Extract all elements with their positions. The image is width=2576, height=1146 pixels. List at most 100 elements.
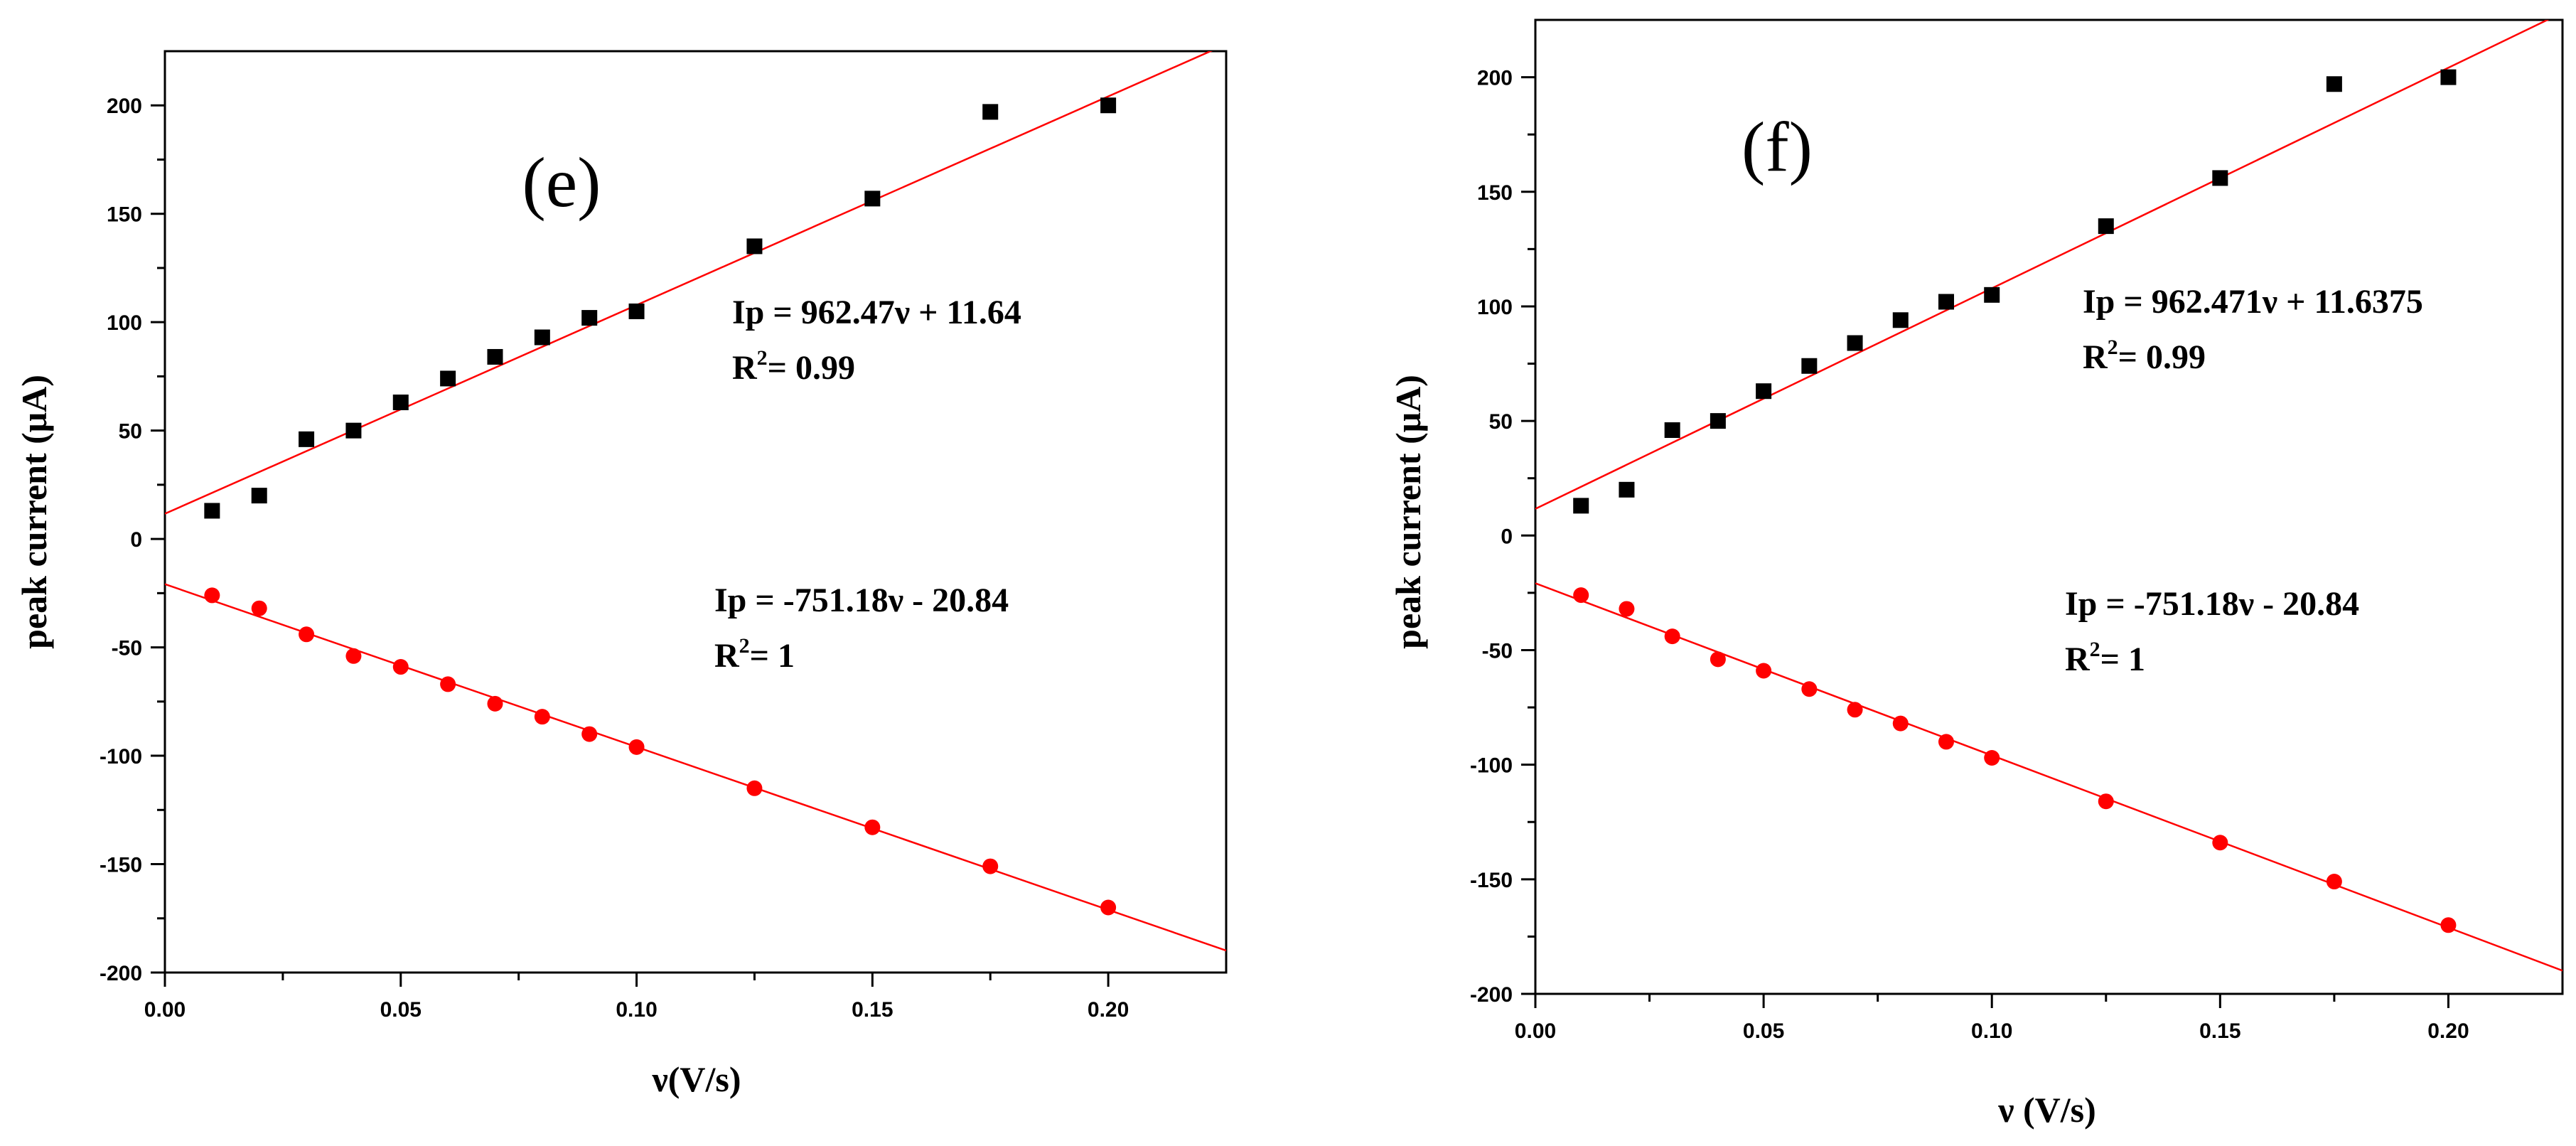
r2-value: = 0.99 — [768, 349, 855, 387]
y-tick-label: -50 — [1482, 639, 1513, 663]
cathodic-equation: Ip = -751.18ν - 20.84 — [714, 582, 1009, 619]
cathodic-point — [2326, 874, 2342, 890]
plot-frame — [163, 50, 1228, 974]
anodic-point — [581, 310, 598, 326]
anodic-point — [1710, 413, 1726, 429]
r2-superscript: 2 — [739, 634, 750, 658]
x-tick-label: 0.00 — [1515, 1019, 1556, 1043]
anodic-point — [487, 348, 503, 365]
anodic-r-squared: R2= 0.99 — [732, 346, 855, 387]
r2-superscript: 2 — [2090, 638, 2100, 661]
y-tick-label: 0 — [1501, 525, 1513, 548]
r2-superscript: 2 — [757, 346, 768, 370]
x-axis-label: ν(V/s) — [651, 1059, 741, 1099]
y-tick-label: 200 — [1477, 67, 1513, 90]
anodic-point — [982, 104, 999, 120]
cathodic-point — [864, 819, 881, 835]
cathodic-point — [1984, 749, 2000, 766]
x-tick-label: 0.05 — [1743, 1019, 1784, 1043]
anodic-point — [251, 488, 267, 504]
r2-superscript: 2 — [2108, 336, 2118, 359]
cathodic-point — [2440, 917, 2457, 933]
y-tick-label: -200 — [100, 962, 142, 985]
r2-prefix: R — [732, 349, 758, 387]
y-tick-label: -100 — [1470, 754, 1513, 778]
y-tick-label: 150 — [107, 203, 142, 227]
anodic-r-squared: R2= 0.99 — [2083, 336, 2206, 376]
anodic-point — [2326, 76, 2342, 92]
cathodic-point — [1619, 601, 1635, 617]
x-tick-label: 0.15 — [2199, 1019, 2240, 1043]
anodic-point — [1801, 358, 1818, 374]
y-tick-label: 0 — [130, 528, 142, 552]
r2-prefix: R — [2083, 338, 2108, 376]
y-tick-label: 150 — [1477, 181, 1513, 205]
cathodic-point — [1892, 715, 1909, 732]
y-tick-label: -150 — [100, 854, 142, 877]
y-tick-label: 50 — [119, 420, 142, 444]
y-tick-label: 200 — [107, 95, 142, 118]
anodic-fit-line — [1535, 20, 2550, 510]
x-tick-label: 0.05 — [380, 998, 422, 1022]
chart-panel-e: 0.00 0.05 0.10 0.15 0.20 -200 -150 -100 -50 0 50 10… — [14, 50, 1228, 1099]
y-tick-label: -50 — [112, 637, 142, 660]
cathodic-point — [204, 587, 220, 604]
y-axis-label: peak current (μA) — [14, 375, 54, 649]
anodic-point — [2098, 218, 2114, 235]
anodic-point — [1756, 383, 1772, 400]
anodic-point — [746, 238, 763, 255]
anodic-point — [864, 191, 881, 207]
anodic-point — [1573, 498, 1589, 514]
cathodic-fit-line — [1535, 582, 2562, 972]
panel-label: (e) — [522, 143, 601, 222]
anodic-equation: Ip = 962.47ν + 11.64 — [732, 294, 1021, 331]
y-tick-label: 50 — [1489, 410, 1513, 434]
cathodic-r-squared: R2= 1 — [714, 634, 795, 675]
x-tick-label: 0.15 — [852, 998, 893, 1022]
panel-label: (f) — [1742, 107, 1813, 186]
r2-prefix: R — [2065, 641, 2091, 678]
r2-value: = 0.99 — [2118, 338, 2206, 376]
cathodic-equation: Ip = -751.18ν - 20.84 — [2065, 585, 2359, 623]
cathodic-fit-line — [165, 583, 1226, 952]
anodic-point — [2212, 170, 2228, 186]
cathodic-point — [2212, 835, 2228, 851]
cathodic-point — [440, 676, 456, 692]
anodic-point — [1892, 312, 1909, 328]
x-tick-label: 0.20 — [2427, 1019, 2469, 1043]
x-axis-label: ν (V/s) — [1997, 1090, 2096, 1130]
anodic-point — [2440, 69, 2457, 85]
cathodic-point — [1573, 587, 1589, 604]
cathodic-point — [1664, 628, 1680, 645]
cathodic-r-squared: R2= 1 — [2065, 638, 2145, 678]
anodic-fit-line — [165, 51, 1213, 515]
cathodic-point — [1847, 702, 1863, 718]
anodic-point — [345, 422, 362, 439]
cathodic-point — [392, 659, 409, 675]
anodic-point — [628, 303, 645, 319]
anodic-point — [1619, 481, 1635, 498]
cathodic-point — [1710, 651, 1726, 668]
anodic-point — [440, 370, 456, 387]
anodic-point — [392, 395, 409, 411]
cathodic-point — [1938, 734, 1954, 750]
cathodic-point — [299, 626, 315, 643]
y-tick-label: -150 — [1470, 869, 1513, 892]
cathodic-point — [487, 695, 503, 712]
anodic-point — [1938, 294, 1954, 310]
anodic-point — [1100, 97, 1117, 114]
plot-frame — [1534, 18, 2564, 995]
r2-value: = 1 — [750, 637, 795, 675]
cathodic-point — [1801, 681, 1818, 697]
cathodic-point — [2098, 793, 2114, 810]
y-tick-label: -100 — [100, 745, 142, 769]
anodic-point — [534, 329, 550, 346]
cathodic-point — [628, 739, 645, 755]
cathodic-point — [746, 780, 763, 796]
cathodic-point — [581, 726, 598, 742]
x-tick-label: 0.10 — [1971, 1019, 2012, 1043]
anodic-point — [299, 431, 315, 447]
x-tick-label: 0.20 — [1088, 998, 1129, 1022]
y-tick-label: -200 — [1470, 983, 1513, 1007]
